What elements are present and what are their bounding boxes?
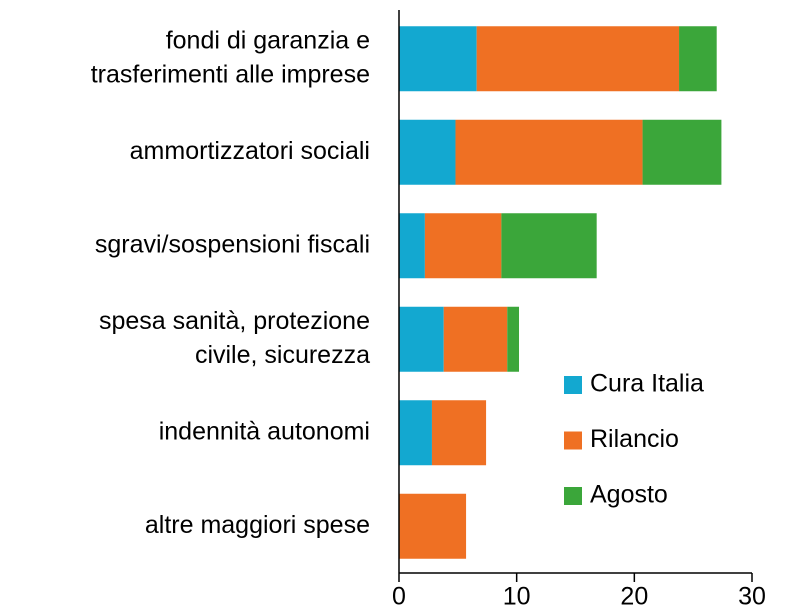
category-label: ammortizzatori sociali [130, 137, 370, 165]
bar-segment [507, 306, 520, 372]
x-tick-label: 0 [392, 583, 406, 609]
bar-segment [399, 400, 432, 466]
bar-segment [399, 213, 425, 279]
bar-segment [642, 119, 722, 185]
bar-segment [424, 213, 502, 279]
category-label: fondi di garanzia e [166, 26, 370, 54]
bar-segment [431, 400, 487, 466]
legend-label: Rilancio [590, 425, 679, 453]
category-label: sgravi/sospensioni fiscali [95, 230, 370, 258]
category-label: spesa sanità, protezione [99, 307, 370, 335]
bar-segment [679, 26, 717, 92]
legend-label: Cura Italia [590, 370, 704, 398]
legend-label: Agosto [590, 481, 668, 509]
legend-swatch [564, 376, 582, 394]
x-tick-label: 10 [503, 583, 531, 609]
bar-segment [476, 26, 680, 92]
bar-segment [399, 493, 467, 559]
bar-segment [443, 306, 508, 372]
category-label: civile, sicurezza [195, 341, 370, 369]
category-label: trasferimenti alle imprese [91, 60, 370, 88]
bar-segment [399, 26, 477, 92]
bar-segment [399, 306, 444, 372]
category-label: altre maggiori spese [145, 511, 370, 539]
bar-segment [501, 213, 597, 279]
x-tick-label: 20 [620, 583, 648, 609]
bar-segment [399, 119, 456, 185]
legend-swatch [564, 431, 582, 450]
category-label: indennità autonomi [159, 417, 370, 445]
bar-segment [455, 119, 643, 185]
x-tick-label: 30 [738, 583, 766, 609]
legend-swatch [564, 487, 582, 505]
